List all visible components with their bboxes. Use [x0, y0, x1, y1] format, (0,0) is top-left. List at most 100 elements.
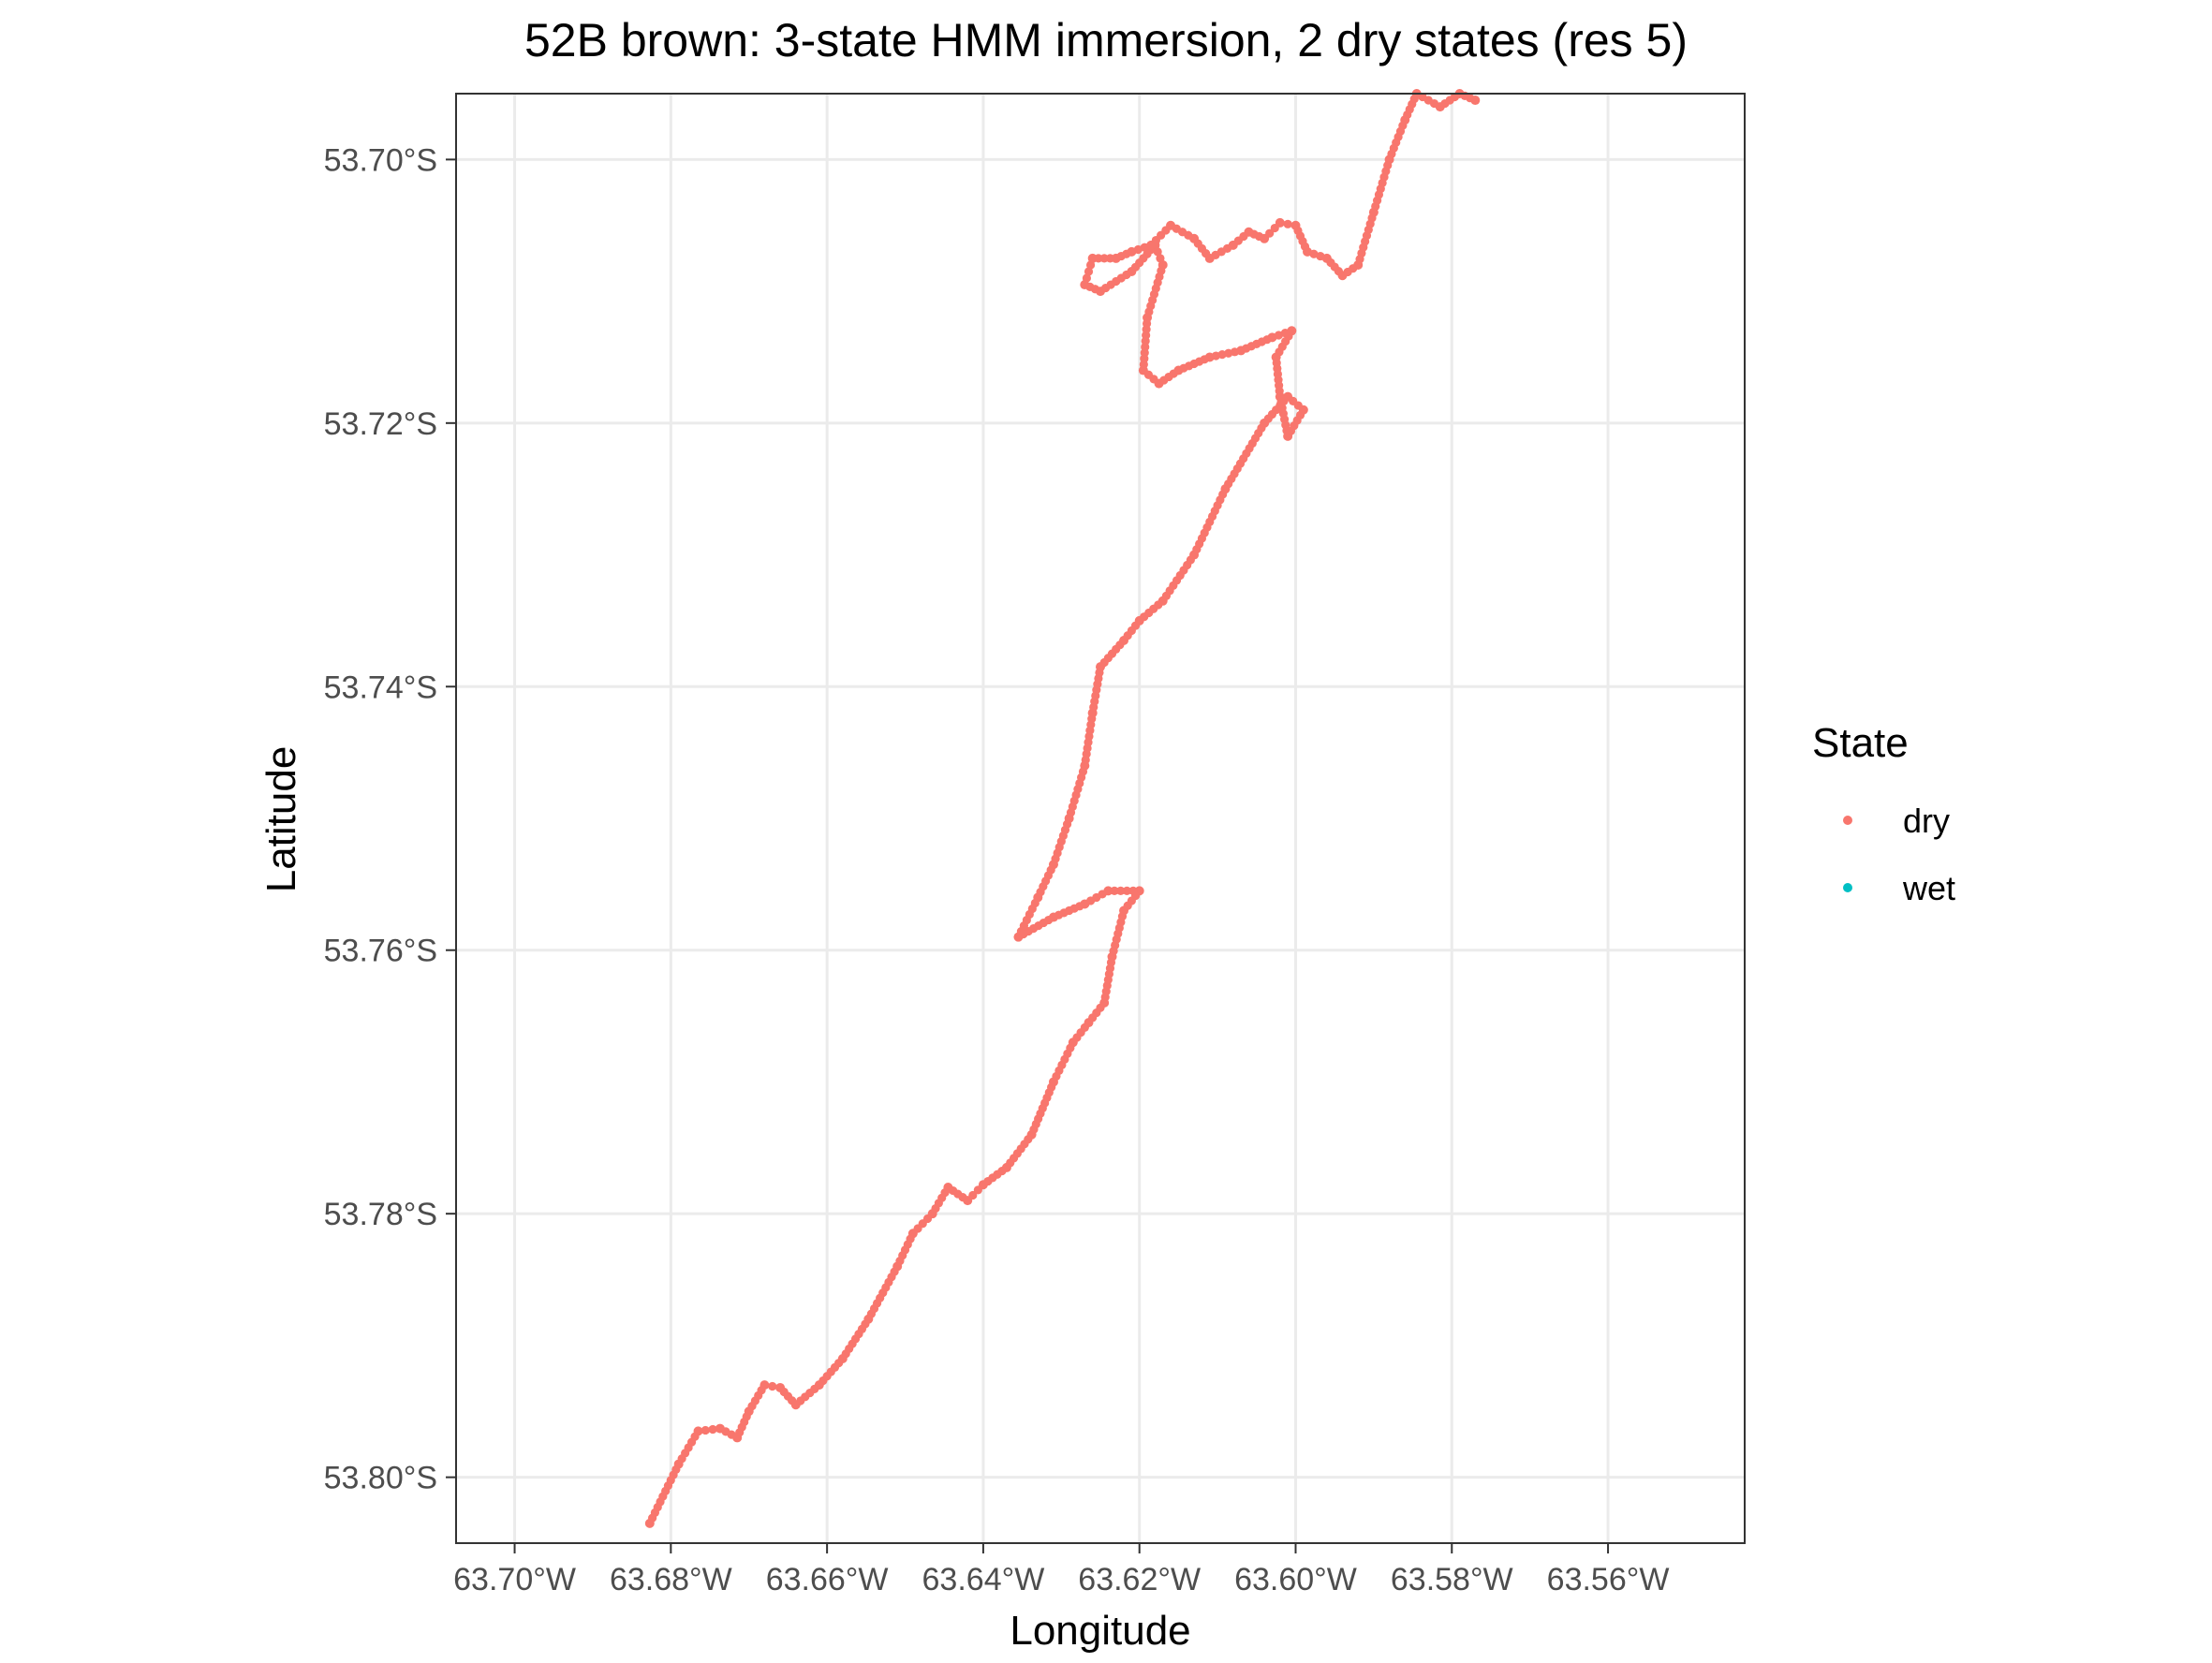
track-point-dry — [1122, 886, 1131, 896]
track-point-dry — [1066, 1043, 1075, 1052]
y-tick-label: 53.76°S — [324, 934, 437, 969]
track-point-dry — [1222, 243, 1232, 253]
track-point-dry — [708, 1424, 717, 1435]
track-point-dry — [1349, 264, 1358, 273]
track-point-dry — [1367, 213, 1377, 223]
track-point-dry — [1257, 423, 1266, 433]
track-point-dry — [1046, 865, 1055, 875]
track-point-dry — [1157, 266, 1166, 275]
track-point-dry — [1128, 886, 1138, 896]
track-point-dry — [1274, 331, 1284, 340]
track-point-dry — [787, 1396, 797, 1405]
track-point-dry — [1334, 267, 1343, 276]
track-point-dry — [1429, 98, 1439, 109]
track-point-dry — [1218, 490, 1228, 499]
legend-title: State — [1812, 720, 1909, 766]
x-tick-label: 63.60°W — [1234, 1562, 1357, 1597]
track-point-dry — [700, 1425, 710, 1435]
track-point-dry — [1082, 273, 1092, 283]
chart-title: 52B brown: 3-state HMM immersion, 2 dry … — [524, 14, 1688, 66]
track-point-dry — [1110, 886, 1119, 896]
track-point-dry — [997, 1166, 1007, 1176]
x-tick-label: 63.64°W — [922, 1562, 1045, 1597]
track-point-dry — [1153, 247, 1162, 257]
track-point-dry — [1272, 358, 1281, 368]
track-point-dry — [1161, 226, 1171, 235]
track-point-dry — [1047, 1082, 1056, 1092]
track-point-dry — [768, 1381, 777, 1391]
y-axis: 53.70°S 53.72°S 53.74°S 53.76°S 53.78°S 53.80… — [324, 142, 456, 1496]
track-points — [644, 89, 1481, 1528]
track-point-dry — [1140, 243, 1149, 252]
y-tick-label: 53.74°S — [324, 670, 437, 705]
track-point-dry — [1201, 249, 1211, 258]
track-point-dry — [1280, 329, 1290, 338]
track-point-dry — [727, 1430, 736, 1439]
track-point-dry — [1117, 912, 1128, 921]
track-point-dry — [1184, 230, 1193, 240]
track-point-dry — [1179, 363, 1188, 373]
track-point-dry — [890, 1267, 899, 1276]
track-point-dry — [1276, 398, 1286, 407]
track-point-dry — [671, 1464, 681, 1474]
track-point-dry — [810, 1384, 819, 1393]
legend-key-wet — [1843, 883, 1852, 892]
track-point-dry — [1254, 231, 1264, 242]
track-point-dry — [1078, 767, 1088, 776]
track-point-dry — [1300, 242, 1310, 251]
track-point-dry — [973, 1185, 982, 1195]
track-point-dry — [1130, 621, 1141, 630]
x-axis: 63.70°W 63.68°W 63.66°W 63.64°W 63.62°W 63.60… — [453, 1543, 1669, 1597]
track-point-dry — [1142, 318, 1152, 329]
x-tick-label: 63.62°W — [1078, 1562, 1201, 1597]
track-point-dry — [1024, 1135, 1033, 1144]
track-point-dry — [1265, 228, 1275, 238]
y-tick-label: 53.72°S — [324, 406, 437, 442]
y-tick-label: 53.80°S — [324, 1461, 437, 1496]
track-point-dry — [1100, 283, 1111, 293]
track-point-dry — [757, 1386, 766, 1395]
legend-label-wet: wet — [1902, 869, 1955, 907]
track-point-dry — [1154, 600, 1163, 610]
track-point-dry — [1383, 161, 1393, 170]
track-point-dry — [1116, 886, 1126, 896]
legend: State dry wet — [1812, 720, 1955, 907]
y-tick-label: 53.70°S — [324, 142, 437, 178]
track-point-dry — [922, 1214, 933, 1224]
x-tick-label: 63.56°W — [1547, 1562, 1670, 1597]
track-point-dry — [690, 1432, 700, 1441]
track-point-dry — [1211, 351, 1221, 361]
track-point-dry — [1159, 375, 1169, 385]
track-point-dry — [1062, 819, 1072, 829]
legend-label-dry: dry — [1903, 802, 1950, 840]
track-point-dry — [1293, 401, 1303, 410]
track-point-dry — [1084, 267, 1094, 276]
x-tick-label: 63.68°W — [610, 1562, 732, 1597]
track-point-dry — [1133, 244, 1143, 255]
track-point-dry — [968, 1190, 978, 1200]
plot-panel — [456, 94, 1745, 1543]
track-point-dry — [1242, 344, 1251, 353]
track-point-dry — [1106, 958, 1116, 967]
track-point-dry — [1115, 640, 1125, 650]
track-point-dry — [1085, 282, 1095, 291]
track-point-dry — [1316, 251, 1325, 261]
track-point-dry — [1030, 898, 1040, 908]
track-point-dry — [1105, 254, 1115, 263]
legend-key-dry — [1843, 816, 1852, 825]
track-point-dry — [1466, 94, 1475, 103]
track-point-dry — [1085, 896, 1096, 905]
track-point-dry — [1054, 910, 1064, 920]
track-point-dry — [834, 1359, 844, 1368]
x-tick-label: 63.58°W — [1391, 1562, 1513, 1597]
track-point-dry — [958, 1192, 967, 1202]
track-point-dry — [1309, 249, 1319, 258]
track-point-dry — [1080, 1023, 1089, 1033]
track-point-dry — [1239, 231, 1248, 242]
track-point-dry — [1270, 223, 1279, 233]
track-point-dry — [1085, 260, 1096, 270]
track-point-dry — [1096, 1003, 1105, 1012]
track-point-dry — [1398, 121, 1408, 130]
